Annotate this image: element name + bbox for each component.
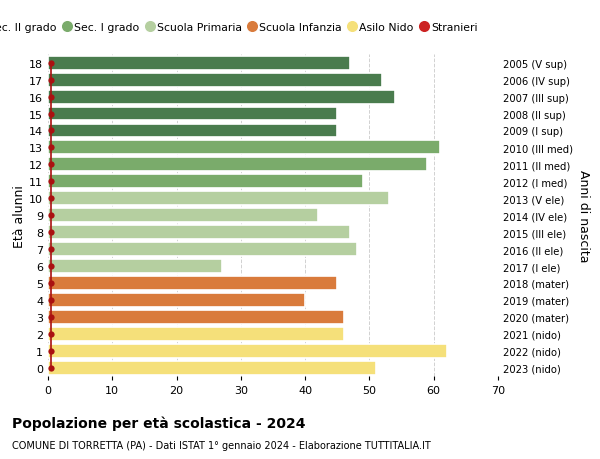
Bar: [48, 175, 363, 189]
Text: COMUNE DI TORRETTA (PA) - Dati ISTAT 1° gennaio 2024 - Elaborazione TUTTITALIA.I: COMUNE DI TORRETTA (PA) - Dati ISTAT 1° …: [12, 440, 431, 450]
Bar: [48, 259, 221, 274]
Bar: [48, 192, 389, 206]
Bar: [48, 56, 350, 71]
Bar: [48, 344, 446, 358]
Bar: [48, 243, 356, 257]
Bar: [48, 226, 350, 240]
Bar: [48, 310, 344, 324]
Bar: [48, 327, 344, 341]
Bar: [48, 73, 382, 87]
Text: Popolazione per età scolastica - 2024: Popolazione per età scolastica - 2024: [12, 415, 305, 430]
Bar: [48, 141, 440, 155]
Bar: [48, 90, 395, 104]
Bar: [48, 293, 305, 307]
Bar: [48, 361, 376, 375]
Bar: [48, 276, 337, 290]
Bar: [48, 209, 318, 223]
Y-axis label: Anni di nascita: Anni di nascita: [577, 169, 590, 262]
Bar: [48, 158, 427, 172]
Legend: Sec. II grado, Sec. I grado, Scuola Primaria, Scuola Infanzia, Asilo Nido, Stran: Sec. II grado, Sec. I grado, Scuola Prim…: [0, 19, 482, 37]
Y-axis label: Età alunni: Età alunni: [13, 185, 26, 247]
Bar: [48, 107, 337, 121]
Bar: [48, 124, 337, 138]
